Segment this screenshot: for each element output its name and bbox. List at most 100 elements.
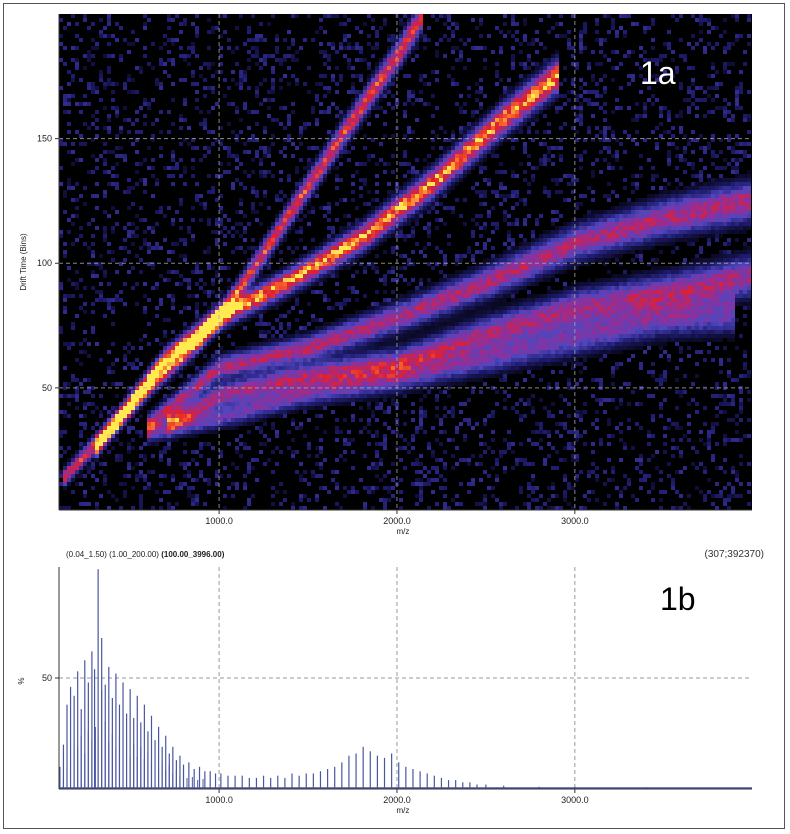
heat-cell [379, 378, 383, 382]
heat-cell [447, 154, 451, 158]
heat-cell [335, 362, 339, 366]
heat-cell [167, 318, 171, 322]
heat-cell [251, 246, 255, 250]
heat-cell [375, 42, 379, 46]
heat-cell [195, 366, 199, 370]
heat-cell [259, 378, 263, 382]
heat-cell [439, 358, 443, 362]
heat-cell [335, 238, 339, 242]
heat-cell [83, 502, 87, 506]
heat-cell [379, 218, 383, 222]
heat-cell [111, 494, 115, 498]
heat-cell [107, 118, 111, 122]
heat-cell [355, 298, 359, 302]
heat-cell [315, 374, 319, 378]
heat-cell [215, 70, 219, 74]
heat-cell [435, 178, 439, 182]
heat-cell [83, 466, 87, 470]
heat-cell [231, 354, 235, 358]
heat-cell [279, 350, 283, 354]
heat-cell [75, 394, 79, 398]
heat-cell [375, 206, 379, 210]
heat-cell [303, 122, 307, 126]
heat-cell [291, 370, 295, 374]
heat-cell [287, 378, 291, 382]
heat-cell [179, 254, 183, 258]
heat-cell [339, 42, 343, 46]
heat-cell [207, 46, 211, 50]
heat-cell [195, 382, 199, 386]
heat-cell [255, 278, 259, 282]
heat-cell [227, 370, 231, 374]
heat-cell [303, 382, 307, 386]
heat-cell [207, 362, 211, 366]
heat-cell [311, 390, 315, 394]
heat-cell [259, 366, 263, 370]
heat-cell [127, 390, 131, 394]
heat-cell [179, 274, 183, 278]
heat-cell [75, 482, 79, 486]
heat-cell [235, 466, 239, 470]
heat-cell [331, 378, 335, 382]
heat-cell [103, 382, 107, 386]
heat-cell [367, 222, 371, 226]
heat-cell [275, 50, 279, 54]
heat-cell [359, 118, 363, 122]
heat-cell [363, 454, 367, 458]
heat-cell [235, 318, 239, 322]
heat-cell [115, 454, 119, 458]
heat-cell [351, 286, 355, 290]
heat-cell [227, 366, 231, 370]
heat-cell [103, 210, 107, 214]
heat-cell [171, 330, 175, 334]
heat-cell [243, 446, 247, 450]
heat-cell [119, 130, 123, 134]
heat-cell [159, 506, 163, 510]
heat-cell [243, 382, 247, 386]
heat-cell [331, 322, 335, 326]
heat-cell [107, 350, 111, 354]
heat-cell [427, 342, 431, 346]
heat-cell [295, 270, 299, 274]
heat-cell [327, 162, 331, 166]
heat-cell [167, 278, 171, 282]
heat-cell [399, 210, 403, 214]
heat-cell [439, 322, 443, 326]
heat-cell [331, 274, 335, 278]
heat-cell [263, 346, 267, 350]
heat-cell [207, 326, 211, 330]
heat-cell [175, 162, 179, 166]
heat-cell [331, 134, 335, 138]
heat-cell [95, 226, 99, 230]
heat-cell [271, 398, 275, 402]
heat-cell [203, 78, 207, 82]
heat-cell [259, 374, 263, 378]
heat-cell [387, 358, 391, 362]
heat-cell [387, 210, 391, 214]
heat-cell [71, 142, 75, 146]
heat-cell [187, 422, 191, 426]
heat-cell [163, 378, 167, 382]
heat-cell [327, 218, 331, 222]
heat-cell [439, 486, 443, 490]
heat-cell [239, 278, 243, 282]
heat-cell [187, 62, 191, 66]
heat-cell [167, 378, 171, 382]
heat-cell [79, 78, 83, 82]
heat-cell [363, 178, 367, 182]
heat-cell [107, 414, 111, 418]
heat-cell [295, 290, 299, 294]
heat-cell [271, 66, 275, 70]
heat-cell [303, 354, 307, 358]
heat-cell [143, 230, 147, 234]
heat-cell [119, 426, 123, 430]
heat-cell [363, 354, 367, 358]
heat-cell [163, 418, 167, 422]
heat-cell [203, 354, 207, 358]
heat-cell [179, 366, 183, 370]
heat-cell [331, 78, 335, 82]
heat-cell [375, 102, 379, 106]
heat-cell [291, 206, 295, 210]
heat-cell [59, 142, 63, 146]
heat-cell [103, 434, 107, 438]
